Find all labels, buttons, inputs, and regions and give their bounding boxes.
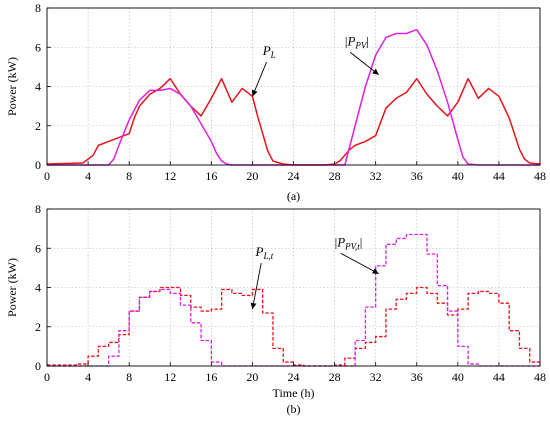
annotation-label-b-0: PL,t (254, 244, 273, 261)
x-tick-label-a: 36 (411, 169, 423, 183)
y-tick-label-a: 4 (35, 80, 41, 94)
x-tick-label-b: 20 (246, 370, 258, 384)
y-tick-label-b: 8 (35, 202, 41, 216)
x-tick-label-b: 28 (329, 370, 341, 384)
x-tick-label-b: 12 (164, 370, 176, 384)
y-axis-label-a: Power (kW) (5, 57, 19, 116)
panel-label-b: (b) (287, 402, 301, 416)
x-tick-label-a: 20 (246, 169, 258, 183)
annotation-arrow-b-1 (340, 252, 379, 275)
x-tick-label-a: 16 (205, 169, 217, 183)
x-tick-label-a: 28 (329, 169, 341, 183)
annotation-label-a-0: PL (262, 43, 276, 60)
annotation-arrow-b-0 (251, 263, 262, 310)
y-tick-label-b: 2 (35, 320, 41, 334)
annotation-arrow-a-0 (252, 61, 267, 97)
annotation-arrowhead-a-1 (372, 68, 379, 75)
x-tick-label-b: 44 (493, 370, 505, 384)
y-axis-label-b: Power (kW) (5, 258, 19, 317)
annotation-label-b-1: |PPV,t| (335, 234, 363, 251)
annotation-arrowhead-b-0 (250, 302, 257, 310)
x-tick-label-a: 4 (85, 169, 91, 183)
y-tick-label-b: 4 (35, 281, 41, 295)
x-tick-label-b: 0 (44, 370, 50, 384)
x-axis-label-b: Time (h) (273, 386, 315, 400)
x-tick-label-b: 36 (411, 370, 423, 384)
y-tick-label-b: 0 (35, 359, 41, 373)
y-tick-label-a: 0 (35, 158, 41, 172)
y-tick-label-a: 8 (35, 1, 41, 15)
x-tick-label-b: 4 (85, 370, 91, 384)
annotation-arrowhead-a-0 (251, 89, 258, 97)
x-tick-label-b: 40 (452, 370, 464, 384)
panel-label-a: (a) (287, 189, 300, 203)
x-tick-label-a: 8 (126, 169, 132, 183)
x-tick-label-a: 48 (534, 169, 546, 183)
x-tick-label-b: 32 (370, 370, 382, 384)
annotation-label-a-1: |PPV| (345, 33, 369, 50)
y-tick-label-b: 6 (35, 241, 41, 255)
x-tick-label-b: 16 (205, 370, 217, 384)
x-tick-label-a: 40 (452, 169, 464, 183)
y-tick-label-a: 2 (35, 119, 41, 133)
x-tick-label-a: 44 (493, 169, 505, 183)
annotation-arrowhead-b-1 (372, 268, 379, 274)
x-tick-label-a: 0 (44, 169, 50, 183)
x-tick-label-a: 24 (288, 169, 300, 183)
x-tick-label-b: 8 (126, 370, 132, 384)
x-tick-label-a: 32 (370, 169, 382, 183)
annotation-arrow-a-1 (349, 51, 380, 76)
x-tick-label-b: 48 (534, 370, 546, 384)
y-tick-label-a: 6 (35, 40, 41, 54)
x-tick-label-b: 24 (288, 370, 300, 384)
x-tick-label-a: 12 (164, 169, 176, 183)
